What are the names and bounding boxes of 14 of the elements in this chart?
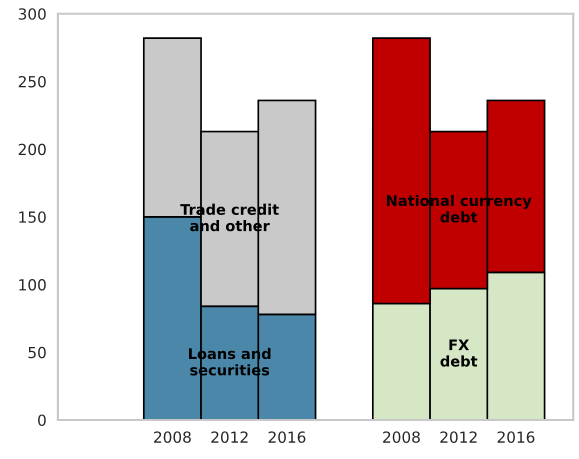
y-tick-label: 300 (18, 8, 46, 20)
x-tick-label: 2016 (498, 431, 534, 443)
y-tick-label: 200 (18, 144, 46, 156)
x-tick-label: 2008 (154, 431, 191, 443)
x-tick-label: 2008 (383, 431, 420, 443)
x-tick-label: 2012 (440, 431, 477, 443)
y-tick-label: 250 (18, 76, 46, 88)
y-tick-label: 50 (28, 346, 46, 358)
series-label: FX debt (440, 340, 478, 367)
y-tick-label: 0 (38, 414, 46, 426)
x-tick-label: 2016 (268, 431, 306, 443)
y-tick-label: 100 (19, 279, 46, 291)
y-tick-label: 150 (19, 211, 46, 223)
x-tick-label: 2012 (211, 431, 248, 443)
